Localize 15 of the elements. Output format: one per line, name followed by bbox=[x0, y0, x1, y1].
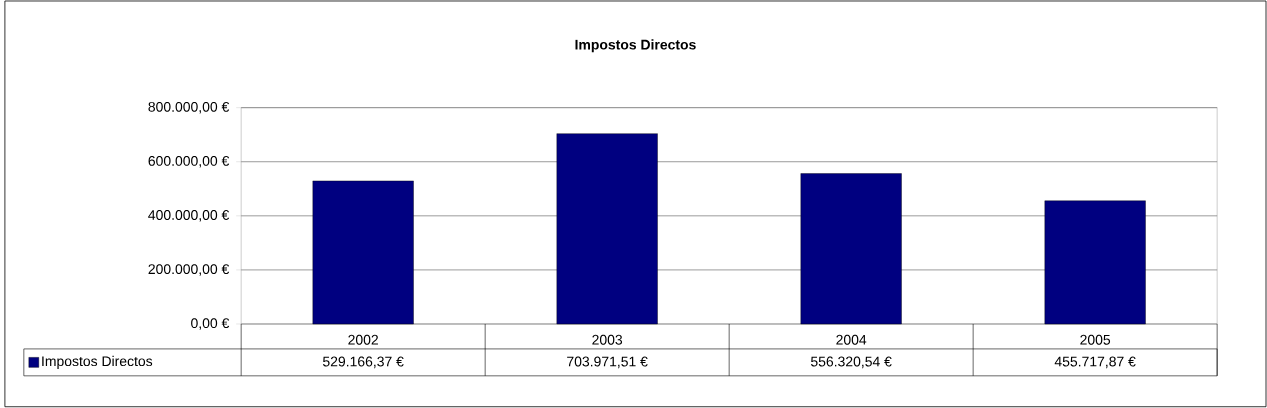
y-tick-label: 800.000,00 € bbox=[148, 102, 230, 114]
x-tick-label: 2005 bbox=[1080, 334, 1111, 345]
chart-title: Impostos Directos bbox=[575, 39, 696, 53]
y-tick-label: 400.000,00 € bbox=[148, 210, 230, 222]
y-tick-label: 600.000,00 € bbox=[148, 156, 230, 168]
data-label: 556.320,54 € bbox=[810, 356, 892, 369]
y-tick-label: 0,00 € bbox=[191, 318, 230, 330]
legend-label: Impostos Directos bbox=[42, 355, 153, 369]
data-label: 529.166,37 € bbox=[322, 356, 404, 369]
x-tick-label: 2004 bbox=[836, 334, 867, 345]
y-tick-label: 200.000,00 € bbox=[148, 264, 230, 276]
data-label: 455.717,87 € bbox=[1054, 356, 1136, 369]
data-label: 703.971,51 € bbox=[567, 356, 648, 369]
x-tick-label: 2002 bbox=[348, 334, 378, 345]
x-tick-label: 2003 bbox=[592, 334, 623, 345]
